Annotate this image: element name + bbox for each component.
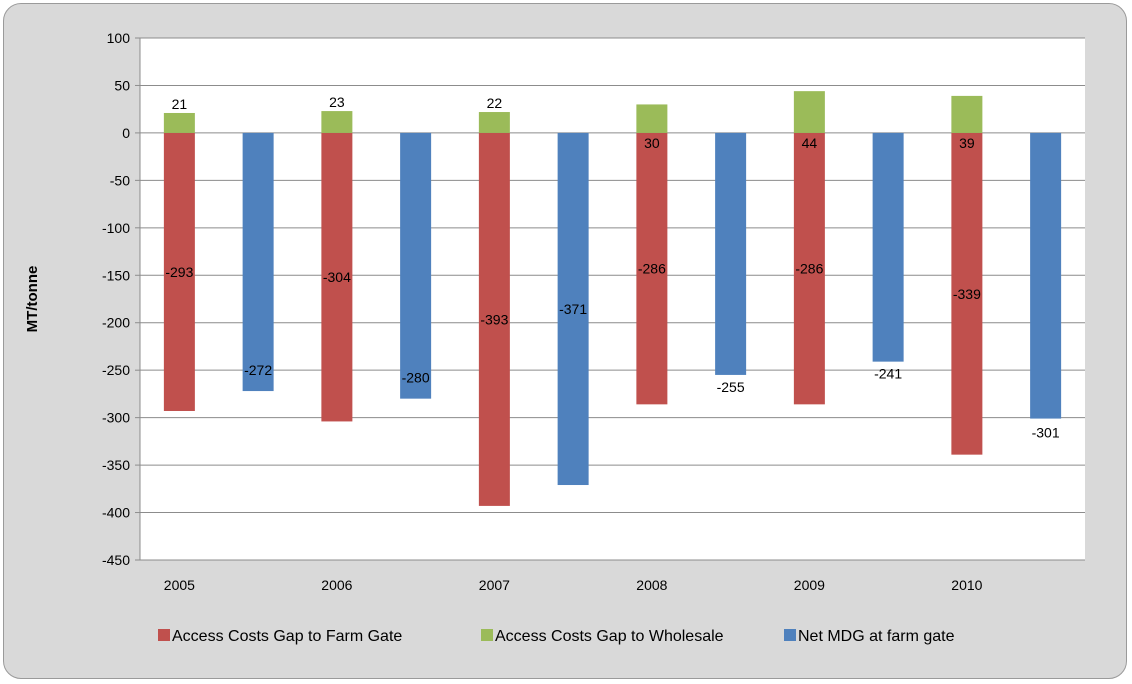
x-tick-label: 2008 (636, 577, 667, 593)
bar-wholesale-gap (163, 112, 195, 133)
y-tick-label: -100 (102, 220, 130, 236)
data-label-farm-gate-gap: -304 (323, 269, 351, 285)
y-tick-label: -350 (102, 457, 130, 473)
bar-farm-gate-gap (951, 132, 983, 455)
data-label-net-mdg: -255 (717, 379, 745, 395)
gridlines (135, 37, 1085, 561)
plot-area (140, 38, 1085, 560)
bar-wholesale-gap (478, 112, 510, 133)
y-tick-label: 50 (114, 77, 130, 93)
x-tick-label: 2010 (951, 577, 982, 593)
bar-net-mdg (400, 132, 432, 399)
bar-net-mdg (872, 132, 904, 362)
data-label-farm-gate-gap: -286 (638, 261, 666, 277)
data-label-wholesale-gap: 39 (959, 135, 975, 151)
y-tick-label: -300 (102, 410, 130, 426)
bar-farm-gate-gap (636, 132, 668, 405)
data-label-net-mdg: -301 (1032, 425, 1060, 441)
y-axis-label: MT/tonne (24, 266, 41, 333)
bar-net-mdg (242, 132, 274, 392)
bar-farm-gate-gap (321, 132, 353, 422)
data-label-farm-gate-gap: -339 (953, 286, 981, 302)
x-tick-label: 2007 (479, 577, 510, 593)
data-label-net-mdg: -272 (244, 362, 272, 378)
y-tick-label: -50 (110, 172, 130, 188)
legend-label: Access Costs Gap to Farm Gate (172, 628, 402, 645)
bar-farm-gate-gap (163, 132, 195, 411)
y-tick-label: -400 (102, 505, 130, 521)
legend: Access Costs Gap to Farm Gate Access Cost… (158, 628, 955, 645)
y-tick-label: -150 (102, 267, 130, 283)
bar-farm-gate-gap (793, 132, 825, 405)
legend-swatch (158, 629, 170, 641)
x-tick-label: 2005 (164, 577, 195, 593)
y-tick-label: -200 (102, 315, 130, 331)
data-label-wholesale-gap: 23 (329, 94, 345, 110)
legend-swatch (784, 629, 796, 641)
data-label-wholesale-gap: 44 (802, 135, 818, 151)
x-tick-label: 2009 (794, 577, 825, 593)
data-label-net-mdg: -241 (874, 366, 902, 382)
bar-wholesale-gap (636, 104, 668, 133)
data-label-net-mdg: -280 (402, 370, 430, 386)
bar-net-mdg (715, 132, 747, 375)
bar-wholesale-gap (321, 111, 353, 133)
data-label-wholesale-gap: 21 (172, 96, 188, 112)
data-label-net-mdg: -371 (559, 301, 587, 317)
data-label-farm-gate-gap: -393 (480, 311, 508, 327)
x-tick-labels: 2005 2006 2007 2008 2009 2010 (164, 577, 983, 593)
bar-net-mdg (1030, 132, 1062, 419)
data-label-wholesale-gap: 30 (644, 135, 660, 151)
y-tick-label: -250 (102, 362, 130, 378)
bar-wholesale-gap (951, 95, 983, 133)
legend-label: Net MDG at farm gate (798, 628, 955, 645)
y-tick-label: 100 (107, 30, 131, 46)
bars (163, 91, 1062, 506)
bar-farm-gate-gap (478, 132, 510, 506)
bar-wholesale-gap (793, 91, 825, 133)
legend-swatch (481, 629, 493, 641)
y-tick-labels: -450 -400 -350 -300 -250 -200 -150 -100 -50 0 50 10… (102, 30, 130, 568)
bar-net-mdg (557, 132, 589, 486)
x-tick-label: 2006 (321, 577, 352, 593)
y-tick-label: -450 (102, 552, 130, 568)
y-tick-label: 0 (122, 125, 130, 141)
data-label-farm-gate-gap: -286 (795, 261, 823, 277)
data-label-wholesale-gap: 22 (487, 95, 503, 111)
legend-label: Access Costs Gap to Wholesale (495, 628, 724, 645)
data-labels: -293 21 -272 -304 23 -280 -393 22 -371 -286 30 -255… (165, 94, 1059, 441)
data-label-farm-gate-gap: -293 (165, 264, 193, 280)
